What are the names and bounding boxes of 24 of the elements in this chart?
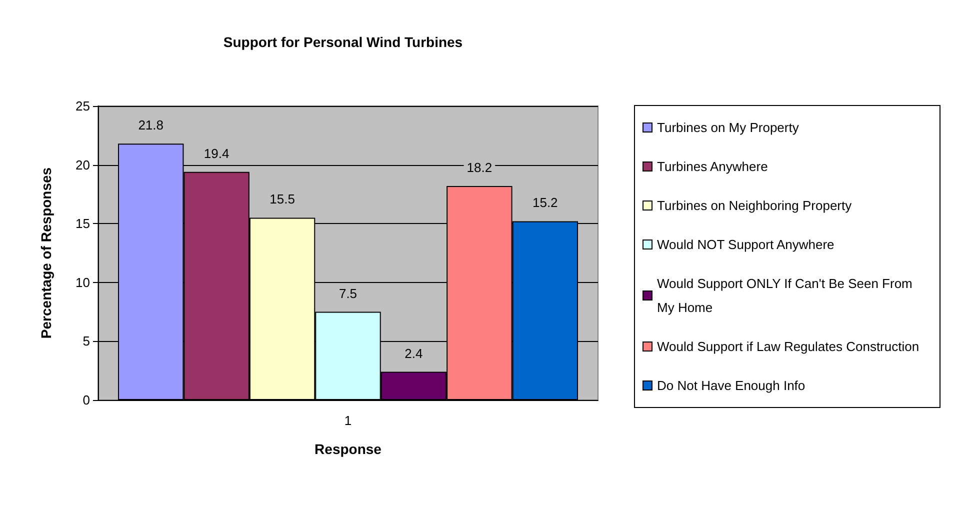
y-tick-label: 5 [82, 334, 90, 349]
y-tick-label: 10 [76, 274, 90, 290]
data-label: 19.4 [204, 146, 230, 161]
data-label: 15.2 [532, 195, 558, 210]
x-axis-title: Response [314, 441, 382, 457]
legend-label: Would Support ONLY If Can't Be Seen From My Home [657, 276, 916, 315]
legend-label: Turbines Anywhere [657, 159, 768, 174]
y-tick-label: 20 [76, 157, 90, 172]
data-label: 21.8 [138, 118, 164, 133]
y-tick-label: 0 [82, 392, 90, 408]
data-label: 7.5 [338, 286, 358, 301]
y-axis-title: Percentage of Responses [38, 167, 54, 339]
y-tick-label: 25 [76, 98, 90, 114]
chart-title: Support for Personal Wind Turbines [223, 34, 463, 50]
data-label: 18.2 [466, 160, 492, 175]
legend-label: Would NOT Support Anywhere [657, 237, 834, 252]
data-label: 15.5 [270, 192, 295, 207]
legend-label: Turbines on My Property [657, 120, 800, 135]
legend-label: Would Support if Law Regulates Construction [657, 339, 920, 354]
legend-label: Turbines on Neighboring Property [657, 198, 852, 213]
data-label: 2.4 [404, 346, 423, 361]
y-tick-label: 15 [76, 216, 90, 232]
legend-label: Do Not Have Enough Info [657, 378, 806, 393]
x-tick-label: 1 [344, 413, 352, 428]
